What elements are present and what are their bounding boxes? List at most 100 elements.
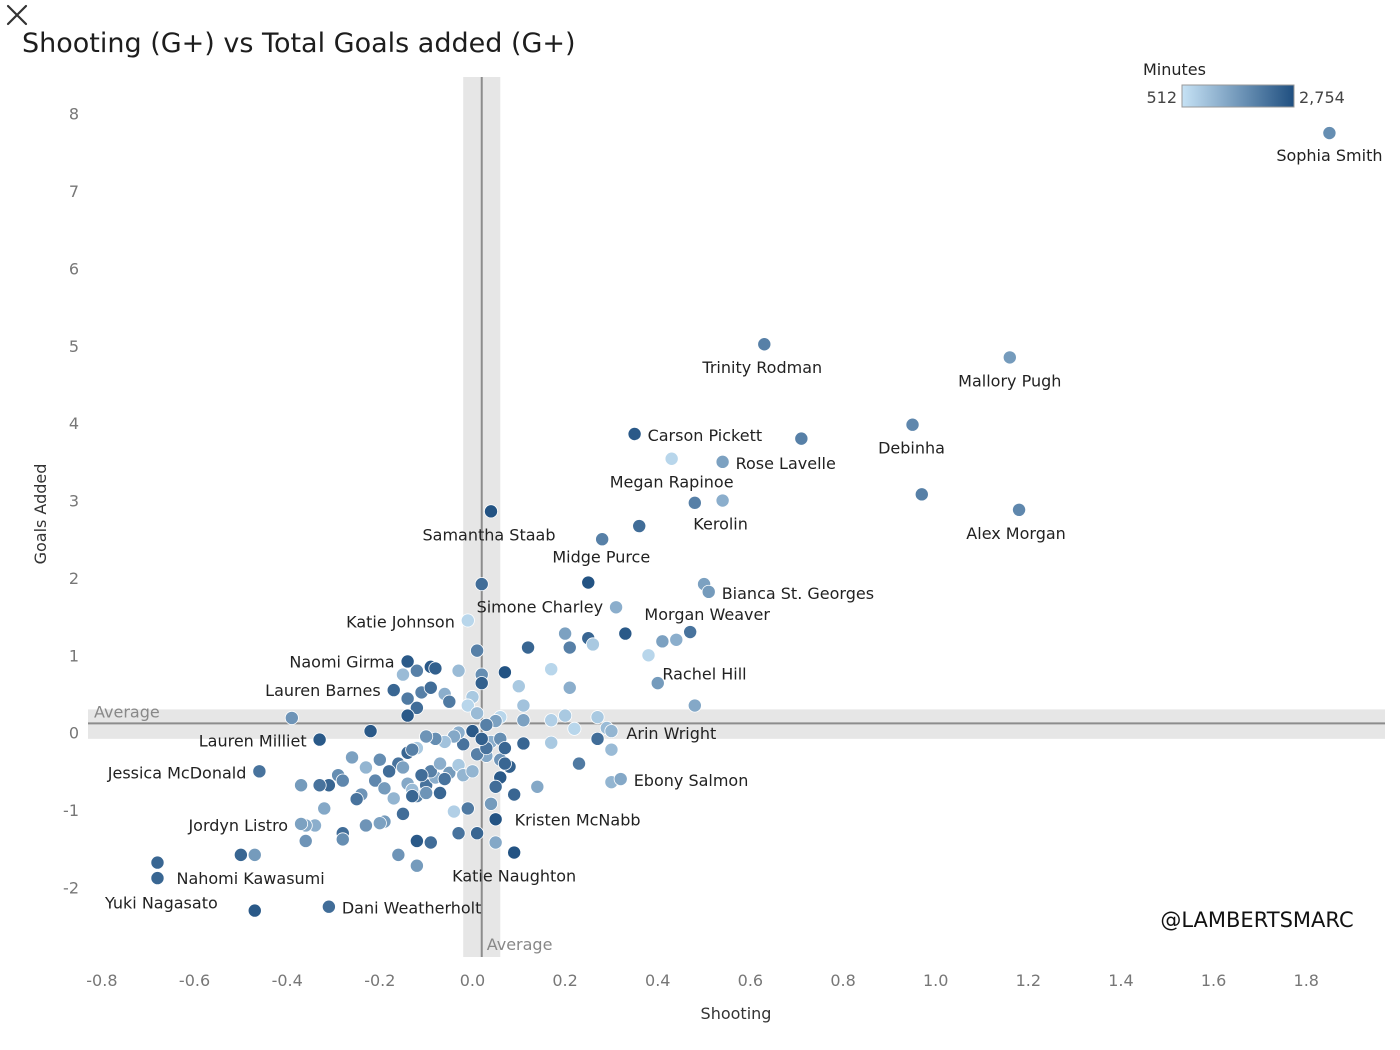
data-point[interactable] [400,691,415,706]
data-point[interactable] [358,818,373,833]
data-point[interactable] [409,858,424,873]
data-point[interactable] [516,713,531,728]
data-point[interactable] [405,789,420,804]
data-point-labeled[interactable] [905,417,920,432]
data-point[interactable] [567,721,582,736]
data-point[interactable] [409,700,424,715]
data-point-labeled[interactable] [604,724,619,739]
data-point[interactable] [474,676,489,691]
data-point[interactable] [516,698,531,713]
data-point[interactable] [590,731,605,746]
data-point[interactable] [558,626,573,641]
data-point-labeled[interactable] [613,772,628,787]
data-point[interactable] [558,708,573,723]
data-point[interactable] [460,698,475,713]
data-point[interactable] [437,772,452,787]
data-point-labeled[interactable] [507,845,522,860]
data-point[interactable] [345,750,360,765]
data-point[interactable] [632,519,647,534]
data-point[interactable] [585,637,600,652]
data-point[interactable] [521,640,536,655]
data-point[interactable] [335,773,350,788]
data-point-labeled[interactable] [150,871,165,886]
data-point[interactable] [409,833,424,848]
data-point[interactable] [451,826,466,841]
data-point-labeled[interactable] [609,600,624,615]
data-point[interactable] [233,847,248,862]
data-point[interactable] [247,847,262,862]
data-point[interactable] [483,796,498,811]
data-point[interactable] [335,832,350,847]
data-point[interactable] [470,826,485,841]
data-point[interactable] [604,742,619,757]
data-point[interactable] [516,736,531,751]
data-point[interactable] [349,792,364,807]
data-point[interactable] [284,710,299,725]
data-point[interactable] [298,833,313,848]
data-point-labeled[interactable] [1322,126,1337,141]
data-point[interactable] [391,847,406,862]
data-point[interactable] [650,676,665,691]
data-point[interactable] [150,855,165,870]
data-point-labeled[interactable] [581,575,596,590]
data-point-labeled[interactable] [400,654,415,669]
data-point[interactable] [465,764,480,779]
data-point[interactable] [363,724,378,739]
data-point[interactable] [470,706,485,721]
data-point[interactable] [423,680,438,695]
data-point[interactable] [595,532,610,547]
data-point[interactable] [294,778,309,793]
data-point[interactable] [395,667,410,682]
data-point-labeled[interactable] [1012,502,1027,517]
data-point[interactable] [442,694,457,709]
data-point-labeled[interactable] [715,454,730,469]
data-point[interactable] [488,779,503,794]
data-point[interactable] [423,835,438,850]
data-point[interactable] [687,698,702,713]
data-point[interactable] [590,710,605,725]
data-point[interactable] [562,680,577,695]
data-point[interactable] [474,731,489,746]
data-point[interactable] [474,577,489,592]
data-point[interactable] [405,742,420,757]
data-point[interactable] [312,778,327,793]
data-point[interactable] [530,779,545,794]
data-point[interactable] [395,806,410,821]
data-point-labeled[interactable] [683,625,698,640]
data-point-labeled[interactable] [312,732,327,747]
data-point-labeled[interactable] [757,337,772,352]
data-point[interactable] [511,679,526,694]
data-point[interactable] [497,741,512,756]
data-point[interactable] [687,495,702,510]
data-point[interactable] [400,708,415,723]
data-point[interactable] [358,760,373,775]
data-point[interactable] [470,643,485,658]
data-point[interactable] [409,663,424,678]
data-point[interactable] [372,816,387,831]
data-point[interactable] [433,756,448,771]
data-point[interactable] [433,785,448,800]
data-point-labeled[interactable] [294,816,309,831]
data-point[interactable] [465,724,480,739]
data-point[interactable] [317,801,332,816]
data-point-labeled[interactable] [488,812,503,827]
data-point[interactable] [497,665,512,680]
data-point[interactable] [562,640,577,655]
data-point-labeled[interactable] [641,648,656,663]
data-point[interactable] [419,729,434,744]
data-point[interactable] [377,781,392,796]
data-point[interactable] [368,773,383,788]
data-point[interactable] [419,785,434,800]
data-point-labeled[interactable] [386,683,401,698]
data-point-labeled[interactable] [715,493,730,508]
data-point[interactable] [655,634,670,649]
data-point[interactable] [572,756,587,771]
data-point-labeled[interactable] [321,899,336,914]
data-point-labeled[interactable] [701,584,716,599]
data-point-labeled[interactable] [460,613,475,628]
data-point[interactable] [460,801,475,816]
data-point[interactable] [544,713,559,728]
data-point[interactable] [395,760,410,775]
data-point[interactable] [544,735,559,750]
data-point-labeled[interactable] [1002,350,1017,365]
